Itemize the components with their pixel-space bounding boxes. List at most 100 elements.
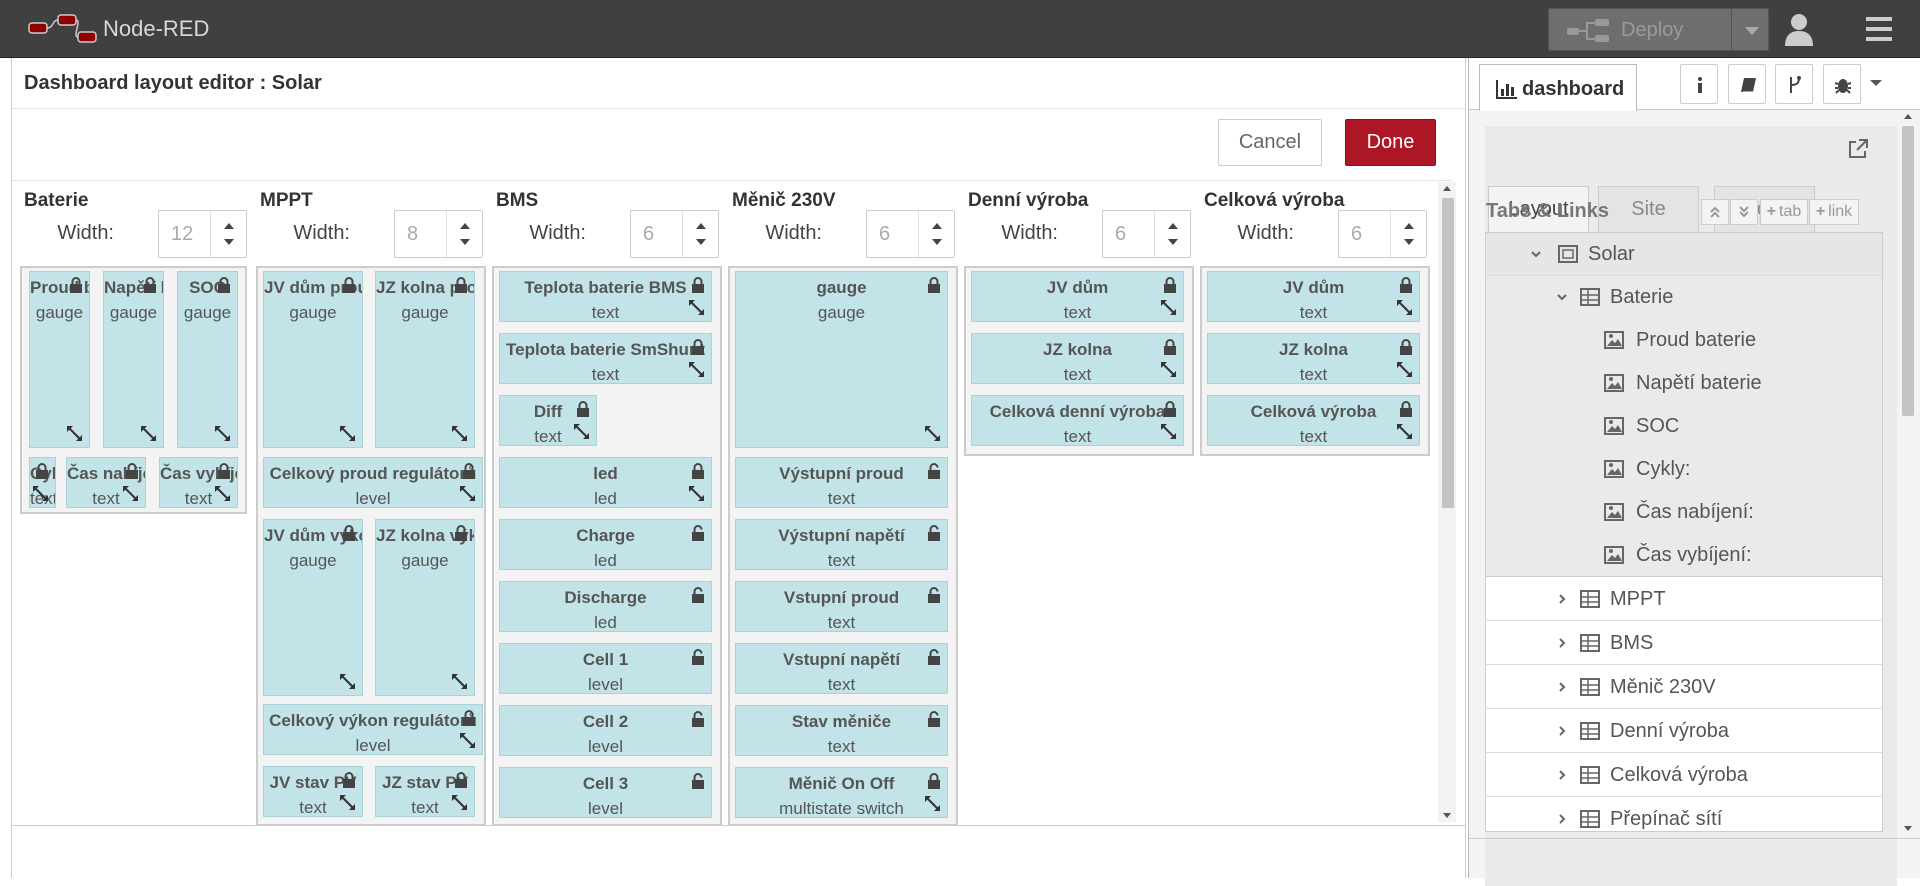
resize-icon[interactable]: [65, 424, 84, 443]
lock-icon[interactable]: [462, 463, 476, 479]
chevron-right-icon[interactable]: [1556, 681, 1568, 693]
add-link-button[interactable]: + link: [1809, 199, 1859, 225]
tree-item-widget[interactable]: Proud baterie: [1486, 319, 1882, 362]
lock-icon[interactable]: [69, 277, 83, 293]
lock-icon[interactable]: [691, 463, 705, 479]
chevron-right-icon[interactable]: [1556, 813, 1568, 825]
add-tab-button[interactable]: + tab: [1760, 199, 1808, 225]
widget-tile[interactable]: Celkový proud regulátorů level: [263, 457, 483, 508]
help-tab[interactable]: [1728, 64, 1766, 104]
widget-tile[interactable]: gauge gauge: [735, 271, 948, 448]
width-spinner[interactable]: 8: [394, 210, 483, 258]
width-spinner[interactable]: 6: [866, 210, 955, 258]
unlock-icon[interactable]: [691, 525, 705, 541]
widget-tile[interactable]: Charge led: [499, 519, 712, 570]
widget-tile[interactable]: Vstupní napětí text: [735, 643, 948, 694]
resize-icon[interactable]: [213, 484, 232, 503]
widget-tile[interactable]: SOC gauge: [177, 271, 238, 448]
widget-tile[interactable]: JV dům proud gauge: [263, 271, 363, 448]
tree-item-tab[interactable]: Solar: [1486, 233, 1882, 276]
increment-icon[interactable]: [932, 223, 942, 229]
resize-icon[interactable]: [450, 424, 469, 443]
tree-item-widget[interactable]: Čas nabíjení:: [1486, 491, 1882, 534]
resize-icon[interactable]: [338, 424, 357, 443]
increment-icon[interactable]: [1168, 223, 1178, 229]
widget-tile[interactable]: Discharge led: [499, 581, 712, 632]
lock-icon[interactable]: [1399, 277, 1413, 293]
lock-icon[interactable]: [143, 277, 157, 293]
tree-item-group[interactable]: BMS: [1486, 622, 1882, 665]
lock-icon[interactable]: [1399, 339, 1413, 355]
resize-icon[interactable]: [1395, 360, 1414, 379]
widget-tile[interactable]: JV dům text: [971, 271, 1184, 322]
unlock-icon[interactable]: [691, 649, 705, 665]
resize-icon[interactable]: [121, 484, 140, 503]
resize-icon[interactable]: [923, 794, 942, 813]
flows-tab[interactable]: [1775, 64, 1813, 104]
tree-item-widget[interactable]: SOC: [1486, 405, 1882, 448]
width-spinner[interactable]: 6: [1338, 210, 1427, 258]
widget-tile[interactable]: Proud bateriegauge: [29, 271, 90, 448]
tab-dashboard[interactable]: dashboard: [1479, 64, 1637, 111]
lock-icon[interactable]: [576, 401, 590, 417]
lock-icon[interactable]: [462, 710, 476, 726]
widget-tile[interactable]: JV dům výkon gauge: [263, 519, 363, 696]
done-button[interactable]: Done: [1345, 119, 1436, 166]
subtab-layout[interactable]: Layout: [1488, 186, 1589, 232]
widget-tile[interactable]: JZ kolna text: [1207, 333, 1420, 384]
resize-icon[interactable]: [139, 424, 158, 443]
decrement-icon[interactable]: [224, 239, 234, 245]
chevron-right-icon[interactable]: [1556, 725, 1568, 737]
lock-icon[interactable]: [217, 463, 231, 479]
lock-icon[interactable]: [125, 463, 139, 479]
tree-item-widget[interactable]: Cykly:: [1486, 448, 1882, 491]
tree-item-group[interactable]: Denní výroba: [1486, 710, 1882, 753]
widget-tile[interactable]: JV stav PV text: [263, 766, 363, 817]
editor-scrollbar[interactable]: [1438, 182, 1456, 822]
resize-icon[interactable]: [450, 672, 469, 691]
increment-icon[interactable]: [224, 223, 234, 229]
width-spinner[interactable]: 6: [630, 210, 719, 258]
unlock-icon[interactable]: [927, 463, 941, 479]
resize-icon[interactable]: [338, 793, 357, 812]
expand-all-button[interactable]: [1730, 199, 1758, 225]
resize-icon[interactable]: [458, 731, 477, 750]
tree-item-widget[interactable]: Napětí baterie: [1486, 362, 1882, 405]
widget-tile[interactable]: Cell 2 level: [499, 705, 712, 756]
resize-icon[interactable]: [338, 672, 357, 691]
decrement-icon[interactable]: [460, 239, 470, 245]
scroll-thumb[interactable]: [1902, 126, 1914, 416]
decrement-icon[interactable]: [1168, 239, 1178, 245]
resize-icon[interactable]: [458, 484, 477, 503]
widget-tile[interactable]: Stav měniče text: [735, 705, 948, 756]
widget-tile[interactable]: JZ kolna proud gauge: [375, 271, 475, 448]
widget-tile[interactable]: Diff text: [499, 395, 597, 446]
lock-icon[interactable]: [217, 277, 231, 293]
scroll-down-icon[interactable]: [1904, 826, 1912, 831]
chevron-right-icon[interactable]: [1556, 593, 1568, 605]
lock-icon[interactable]: [454, 772, 468, 788]
lock-icon[interactable]: [454, 277, 468, 293]
scroll-thumb[interactable]: [1442, 198, 1454, 508]
widget-tile[interactable]: Napětí bateriegauge: [103, 271, 164, 448]
chevron-down-icon[interactable]: [1556, 291, 1568, 303]
external-link-icon[interactable]: [1847, 138, 1869, 160]
unlock-icon[interactable]: [691, 773, 705, 789]
widget-tile[interactable]: Výstupní napětí text: [735, 519, 948, 570]
widget-tile[interactable]: Cykly:text: [29, 457, 56, 508]
sidebar-scrollbar[interactable]: [1899, 110, 1917, 835]
decrement-icon[interactable]: [696, 239, 706, 245]
unlock-icon[interactable]: [691, 711, 705, 727]
lock-icon[interactable]: [342, 525, 356, 541]
subtab-site[interactable]: Site: [1598, 186, 1699, 232]
unlock-icon[interactable]: [927, 711, 941, 727]
unlock-icon[interactable]: [927, 587, 941, 603]
resize-icon[interactable]: [213, 424, 232, 443]
resize-icon[interactable]: [450, 793, 469, 812]
unlock-icon[interactable]: [927, 649, 941, 665]
widget-tile[interactable]: Cell 1 level: [499, 643, 712, 694]
resize-icon[interactable]: [1395, 298, 1414, 317]
resize-icon[interactable]: [1395, 422, 1414, 441]
scroll-up-icon[interactable]: [1443, 186, 1451, 191]
width-spinner[interactable]: 6: [1102, 210, 1191, 258]
